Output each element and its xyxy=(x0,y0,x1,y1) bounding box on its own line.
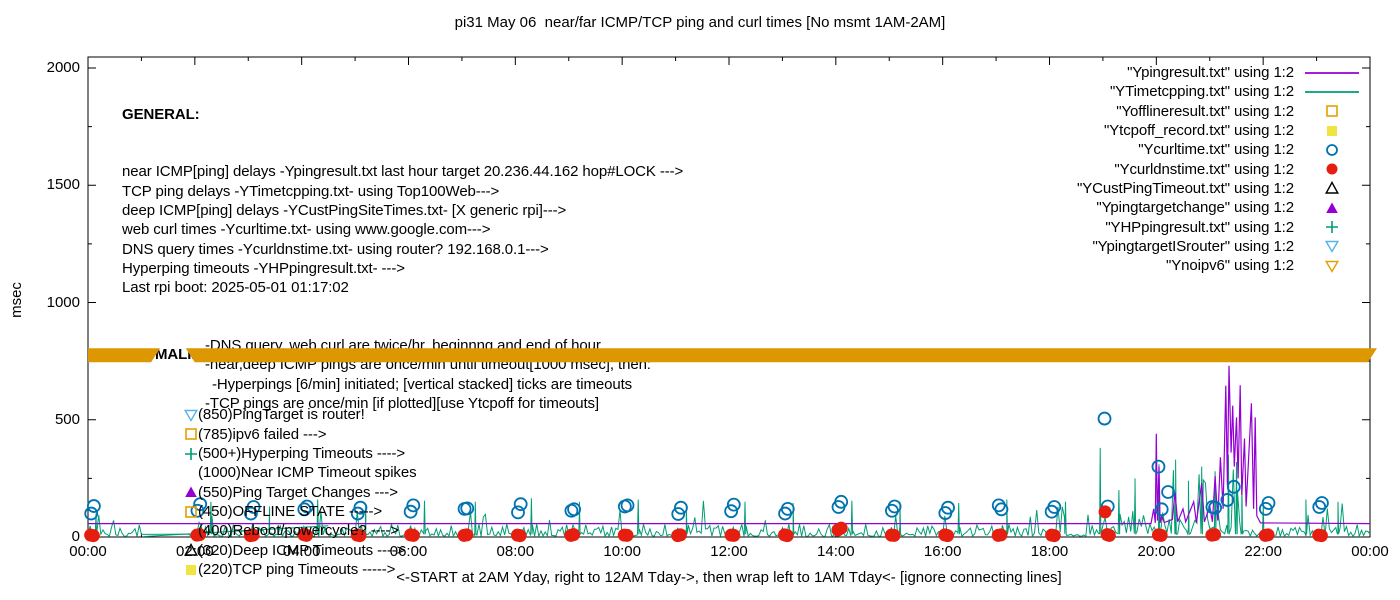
triangle-down-open-icon xyxy=(184,408,198,423)
line-icon xyxy=(1294,85,1370,99)
general-note: -Hyperpings [6/min] initiated; [vertical… xyxy=(212,375,633,393)
general-line: Hyperping timeouts -YHPpingresult.txt- -… xyxy=(122,259,405,277)
anomaly-text: (320)Deep ICMP Timeouts ----> xyxy=(198,541,406,559)
triangle-down-open-icon xyxy=(1294,239,1370,254)
triangle-filled-icon xyxy=(1294,201,1370,215)
legend-item: "Ynoipv6" using 1:2 xyxy=(1077,256,1370,275)
anomaly-item: (1000)Near ICMP Timeout spikes xyxy=(184,463,417,482)
plus-icon xyxy=(1294,220,1370,234)
x-tick-label: 00:00 xyxy=(1351,543,1389,560)
anomaly-text: (785)ipv6 failed ---> xyxy=(198,425,327,443)
x-tick-label: 20:00 xyxy=(1137,543,1176,560)
legend-item: "YpingtargetISrouter" using 1:2 xyxy=(1077,237,1370,256)
x-tick-label: 10:00 xyxy=(603,543,641,560)
general-lines: near ICMP[ping] delays -Ypingresult.txt … xyxy=(122,162,683,297)
general-line: Last rpi boot: 2025-05-01 01:17:02 xyxy=(122,279,349,297)
square-filled-icon xyxy=(184,563,198,577)
x-tick-label: 02:00 xyxy=(176,543,214,560)
legend-item: "YTimetcpping.txt" using 1:2 xyxy=(1077,82,1370,101)
anomaly-text: (220)TCP ping Timeouts -----> xyxy=(198,560,396,578)
square-open-icon xyxy=(184,505,198,519)
chart-title: pi31 May 06 near/far ICMP/TCP ping and c… xyxy=(454,14,946,31)
y-tick-label: 2000 xyxy=(46,59,80,76)
y-tick-label: 1500 xyxy=(46,176,80,194)
legend-item-label: "YpingtargetISrouter" using 1:2 xyxy=(1092,237,1294,255)
x-tick-label: 22:00 xyxy=(1244,543,1282,560)
general-line: near ICMP[ping] delays -Ypingresult.txt … xyxy=(122,163,684,181)
legend-item-label: "Ypingtargetchange" using 1:2 xyxy=(1096,199,1294,217)
x-tick-label: 06:00 xyxy=(389,543,428,560)
no-marker xyxy=(184,524,198,538)
general-line: web curl times -Ycurltime.txt- using www… xyxy=(122,221,491,239)
anomaly-item: (400)Reboot/powercycle? ----> xyxy=(184,521,416,540)
anomaly-text: (500+)Hyperping Timeouts ----> xyxy=(198,445,406,463)
anomaly-item: (850)PingTarget is router! xyxy=(184,405,416,424)
anomaly-item: (450)OFFLINE STATE -----> xyxy=(184,502,416,521)
anomaly-item: (550)Ping Target Changes ---> xyxy=(184,483,416,502)
legend-item-label: "Ycurldnstime.txt" using 1:2 xyxy=(1114,160,1294,178)
legend-item: "Ypingresult.txt" using 1:2 xyxy=(1077,63,1370,82)
line-icon xyxy=(1294,66,1370,80)
general-note: -TCP pings are once/min [if plotted][use… xyxy=(205,395,600,413)
circle-filled-icon xyxy=(1294,162,1370,176)
legend-item-label: "YTimetcpping.txt" using 1:2 xyxy=(1109,83,1294,101)
anomalies-heading: ANOMALIES: xyxy=(122,345,216,363)
legend-item-label: "Ycurltime.txt" using 1:2 xyxy=(1138,141,1294,159)
plus-icon xyxy=(184,447,198,461)
x-axis-caption: <-START at 2AM Yday, right to 12AM Tday-… xyxy=(396,569,1062,586)
square-open-icon xyxy=(184,427,198,441)
y-tick-label: 0 xyxy=(71,528,80,545)
anomaly-item: (785)ipv6 failed ---> xyxy=(184,425,416,444)
legend-item: "Ytcpoff_record.txt" using 1:2 xyxy=(1077,121,1370,140)
anomaly-text: (550)Ping Target Changes ---> xyxy=(198,483,398,501)
circle-open-icon xyxy=(1294,143,1370,157)
anomaly-text: (450)OFFLINE STATE -----> xyxy=(198,502,383,520)
legend-item: "Ycurldnstime.txt" using 1:2 xyxy=(1077,159,1370,178)
x-tick-label: 04:00 xyxy=(282,543,321,560)
anomalies-list: (850)PingTarget is router! (785)ipv6 fail… xyxy=(184,405,417,579)
triangle-open-icon xyxy=(184,543,198,557)
anomaly-item: (500+)Hyperping Timeouts ----> xyxy=(184,444,416,463)
legend-item-label: "YHPpingresult.txt" using 1:2 xyxy=(1105,218,1294,236)
square-filled-icon xyxy=(1294,124,1370,138)
anomaly-text: (1000)Near ICMP Timeout spikes xyxy=(198,464,417,482)
x-tick-label: 12:00 xyxy=(710,543,748,560)
general-line: TCP ping delays -YTimetcpping.txt- using… xyxy=(122,182,500,200)
y-axis-label: msec xyxy=(8,282,25,318)
square-open-icon xyxy=(1294,104,1370,118)
anomaly-item: (320)Deep ICMP Timeouts ----> xyxy=(184,541,416,560)
legend-item-label: "Yofflineresult.txt" using 1:2 xyxy=(1116,102,1294,120)
x-tick-label: 00:00 xyxy=(69,543,107,560)
no-marker xyxy=(184,466,198,480)
anomalies-block: ANOMALIES: (850)PingTarget is router! (78… xyxy=(122,306,417,600)
legend-item: "YHPpingresult.txt" using 1:2 xyxy=(1077,217,1370,236)
general-heading: GENERAL: xyxy=(122,105,200,123)
legend-item-label: "YCustPingTimeout.txt" using 1:2 xyxy=(1077,179,1294,197)
legend-item: "Yofflineresult.txt" using 1:2 xyxy=(1077,102,1370,121)
legend-item-label: "Ypingresult.txt" using 1:2 xyxy=(1127,64,1294,82)
triangle-open-icon xyxy=(1294,181,1370,195)
y-tick-label: 500 xyxy=(54,410,80,428)
legend: "Ypingresult.txt" using 1:2 "YTimetcpping… xyxy=(1077,63,1370,275)
triangle-down-open-icon xyxy=(1294,259,1370,273)
anomaly-text: (400)Reboot/powercycle? ----> xyxy=(198,522,399,540)
legend-item: "YCustPingTimeout.txt" using 1:2 xyxy=(1077,179,1370,198)
triangle-filled-icon xyxy=(184,485,198,499)
y-tick-label: 1000 xyxy=(46,293,80,311)
general-block: GENERAL: near ICMP[ping] delays -Ypingre… xyxy=(122,66,683,452)
x-tick-label: 16:00 xyxy=(923,543,962,560)
general-line: deep ICMP[ping] delays -YCustPingSiteTim… xyxy=(122,202,567,220)
x-tick-label: 14:00 xyxy=(817,543,855,560)
anomaly-text: (850)PingTarget is router! xyxy=(198,406,365,424)
anomaly-item: (220)TCP ping Timeouts -----> xyxy=(184,560,416,579)
legend-item-label: "Ytcpoff_record.txt" using 1:2 xyxy=(1104,122,1294,140)
x-tick-label: 08:00 xyxy=(496,543,535,560)
general-line: DNS query times -Ycurldnstime.txt- using… xyxy=(122,240,549,258)
legend-item: "Ycurltime.txt" using 1:2 xyxy=(1077,140,1370,159)
legend-item-label: "Ynoipv6" using 1:2 xyxy=(1165,257,1294,275)
legend-item: "Ypingtargetchange" using 1:2 xyxy=(1077,198,1370,217)
x-tick-label: 18:00 xyxy=(1030,543,1069,560)
